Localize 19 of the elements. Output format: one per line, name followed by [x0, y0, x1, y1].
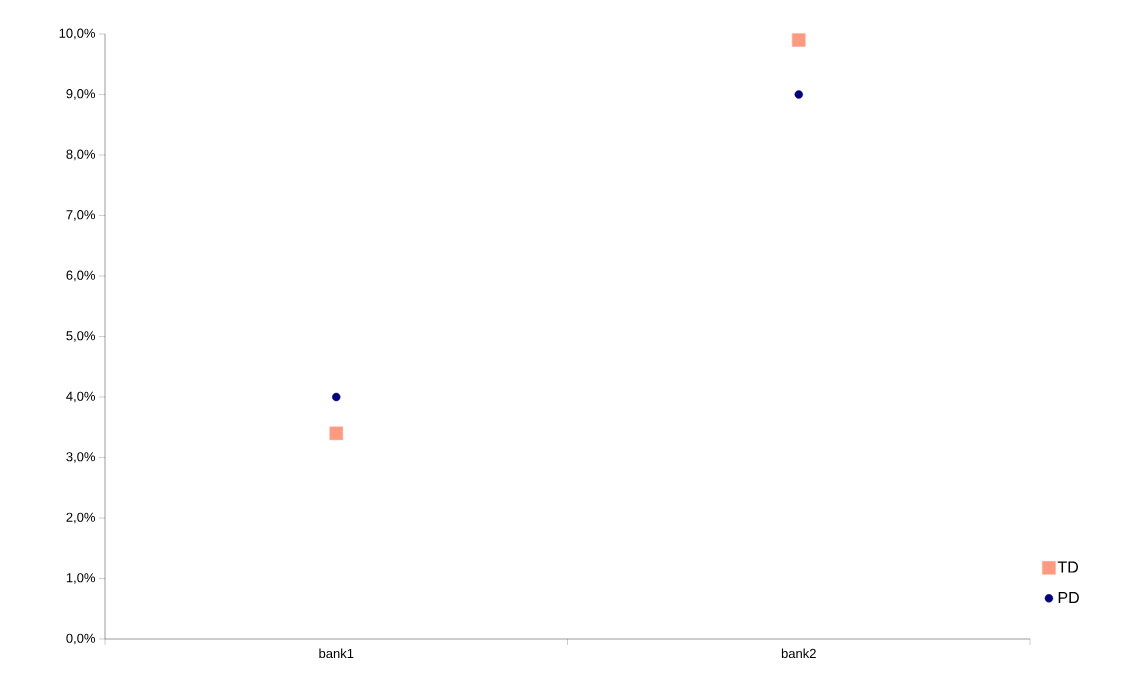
- y-tick-label: 5,0%: [66, 331, 96, 342]
- y-tick-label: 8,0%: [66, 149, 96, 161]
- y-tick-label: 4,0%: [66, 391, 96, 403]
- x-tick-label: bank1: [319, 648, 354, 659]
- y-tick-label: 2,0%: [66, 512, 96, 524]
- y-tick-label: 10,0%: [59, 28, 96, 40]
- y-tick-label: 0,0%: [66, 633, 96, 645]
- y-tick-label: 9,0%: [66, 89, 96, 100]
- x-tick-label: bank2: [781, 648, 816, 659]
- point: [794, 90, 803, 99]
- y-tick-label: 6,0%: [66, 270, 96, 282]
- y-tick-label: 3,0%: [66, 452, 96, 463]
- point: [332, 392, 341, 402]
- point: [792, 33, 806, 47]
- point: [329, 426, 343, 440]
- y-tick-label: 7,0%: [66, 210, 96, 221]
- legend-label: TD: [1057, 561, 1079, 573]
- y-tick-label: 1,0%: [66, 573, 96, 584]
- legend-label: PD: [1058, 592, 1079, 604]
